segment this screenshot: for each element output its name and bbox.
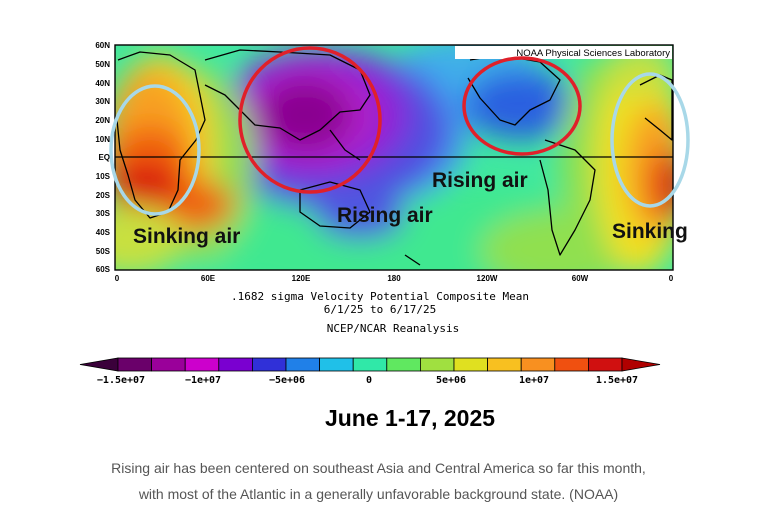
- colorbar-segment-11: [487, 357, 522, 372]
- colorbar-segment-0: [117, 357, 152, 372]
- lat-tick-40s: 40S: [96, 228, 111, 237]
- colorbar-segment-2: [184, 357, 220, 372]
- caption-line-2: with most of the Atlantic in a generally…: [138, 486, 619, 502]
- lon-tick-120w: 120W: [477, 274, 498, 283]
- sinking-circle-africa: [109, 84, 201, 216]
- lon-tick-120e: 120E: [292, 274, 311, 283]
- lat-tick-40n: 40N: [95, 79, 110, 88]
- map-subtitle-line1: .1682 sigma Velocity Potential Composite…: [231, 290, 529, 303]
- sinking-air-label-right: Sinking: [612, 220, 688, 243]
- lat-tick-60s: 60S: [96, 265, 111, 274]
- colorbar-segment-14: [588, 357, 623, 372]
- lon-tick-0-right: 0: [669, 274, 674, 283]
- colorbar-segment-10: [453, 357, 488, 372]
- lat-tick-eq: EQ: [98, 153, 110, 162]
- velocity-potential-field: [115, 45, 673, 270]
- colorbar-arrow-min: [79, 357, 119, 372]
- colorbar-segment-13: [554, 357, 589, 372]
- rising-circle-central-america: [462, 56, 582, 156]
- colorbar-label-neg-5e6: −5e+06: [269, 375, 305, 386]
- colorbar-label-5e6: 5e+06: [436, 375, 466, 386]
- lon-tick-180: 180: [387, 274, 401, 283]
- date-title: June 1-17, 2025: [325, 405, 495, 431]
- rising-air-label-center: Rising air: [337, 204, 433, 227]
- figure-caption: Rising air has been centered on southeas…: [40, 455, 717, 507]
- colorbar-segment-6: [319, 357, 354, 372]
- sinking-circle-atlantic: [610, 72, 690, 208]
- colorbar-segment-1: [151, 357, 186, 372]
- lat-tick-10n: 10N: [95, 135, 110, 144]
- longitude-axis: 0 60E 120E 180 120W 60W 0: [115, 274, 674, 283]
- lat-tick-20s: 20S: [96, 191, 111, 200]
- lat-tick-30s: 30S: [96, 209, 111, 218]
- lat-tick-50n: 50N: [95, 60, 110, 69]
- colorbar-segment-5: [285, 357, 320, 372]
- colorbar-segment-12: [520, 357, 556, 372]
- colorbar-segment-9: [419, 357, 455, 372]
- colorbar-segment-7: [352, 357, 388, 372]
- lat-tick-20n: 20N: [95, 116, 110, 125]
- colorbar-segment-8: [386, 357, 421, 372]
- latitude-axis: 60N 50N 40N 30N 20N 10N EQ 10S 20S 30S 4…: [95, 41, 110, 274]
- annotation-circles: [109, 46, 690, 216]
- lon-tick-0-left: 0: [115, 274, 120, 283]
- map-subtitle-line2: 6/1/25 to 6/17/25: [324, 303, 437, 316]
- rising-air-label-right: Rising air: [432, 169, 528, 192]
- colorbar-arrow-max: [621, 357, 661, 372]
- lat-tick-50s: 50S: [96, 247, 111, 256]
- map-subtitle-line3: NCEP/NCAR Reanalysis: [327, 322, 459, 335]
- colorbar: [79, 357, 661, 372]
- lon-tick-60e: 60E: [201, 274, 216, 283]
- caption-line-1: Rising air has been centered on southeas…: [111, 460, 646, 476]
- colorbar-label-1-5e7: 1.5e+07: [596, 375, 638, 386]
- sinking-air-label-left: Sinking air: [133, 225, 240, 248]
- source-label: NOAA Physical Sciences Laboratory: [516, 48, 670, 59]
- velocity-potential-figure: NOAA Physical Sciences Laboratory 60N 50…: [79, 41, 690, 431]
- colorbar-segment-3: [218, 357, 253, 372]
- colorbar-label-neg-1e7: −1e+07: [185, 375, 221, 386]
- lat-tick-30n: 30N: [95, 97, 110, 106]
- colorbar-label-neg-1-5e7: −1.5e+07: [97, 375, 145, 386]
- colorbar-label-1e7: 1e+07: [519, 375, 549, 386]
- rising-circle-se-asia: [238, 46, 382, 194]
- lat-tick-10s: 10S: [96, 172, 111, 181]
- colorbar-segment-4: [251, 357, 287, 372]
- lon-tick-60w: 60W: [572, 274, 589, 283]
- colorbar-labels: −1.5e+07 −1e+07 −5e+06 0 5e+06 1e+07 1.5…: [97, 375, 638, 386]
- lat-tick-60n: 60N: [95, 41, 110, 50]
- colorbar-label-0: 0: [366, 375, 372, 386]
